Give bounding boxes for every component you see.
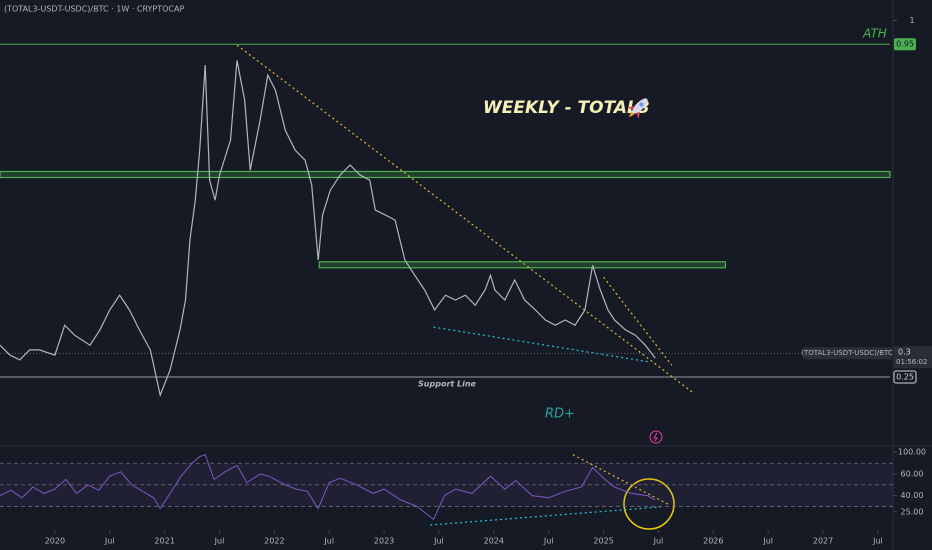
y-tick-label: 40.00 [901,491,924,500]
x-tick-label: Jul [872,537,883,546]
trendline [236,44,693,393]
countdown-label: 01:56:02 [896,358,927,366]
y-tick-label: 60.00 [901,470,924,479]
level-label: Support Line [418,380,476,389]
last-price-label: 0.3 [898,348,911,357]
x-tick-label: Jul [543,537,554,546]
x-tick-label: 2027 [813,537,833,546]
symbol-tag [803,347,892,360]
chart-title: (TOTAL3-USDT-USDC)/BTC · 1W · CRYPTOCAP [4,5,184,14]
x-tick-label: 2025 [593,537,613,546]
trendline [603,276,673,366]
heading: WEEKLY - TOTAL3 [483,98,650,118]
highlight-circle [623,478,675,530]
y-tick-label: 100.00 [898,448,926,457]
trendline [433,326,649,363]
price-tag [894,38,916,51]
last-price-tag [894,346,932,369]
x-tick-label: 2024 [484,537,504,546]
y-tick-label: 1 [909,16,914,25]
alert-icon [649,430,663,444]
rsi-line [0,453,656,521]
zone [318,261,726,269]
x-tick-label: 2022 [264,537,284,546]
y-tick-label: 25.00 [901,507,924,516]
trendline [430,506,661,526]
trendline [572,454,670,506]
price-tag-label: 0.95 [896,40,914,49]
price-tag-label: 0.25 [896,373,914,382]
x-tick-label: 2020 [45,537,65,546]
x-tick-label: 2023 [374,537,394,546]
price-tag [893,370,917,384]
x-tick-label: Jul [104,537,115,546]
zone [0,170,891,179]
x-tick-label: Jul [653,537,664,546]
symbol-tag-label: (TOTAL3-USDT-USDC)/BTC [801,349,893,357]
annotation: RD+ [545,407,575,422]
x-tick-label: Jul [433,537,444,546]
level-label: ATH [862,27,887,41]
x-tick-label: Jul [762,537,773,546]
price-line [0,60,656,398]
rocket-icon [627,98,648,119]
x-tick-label: 2026 [703,537,723,546]
x-tick-label: Jul [323,537,334,546]
x-tick-label: 2021 [154,537,174,546]
x-tick-label: Jul [214,537,225,546]
